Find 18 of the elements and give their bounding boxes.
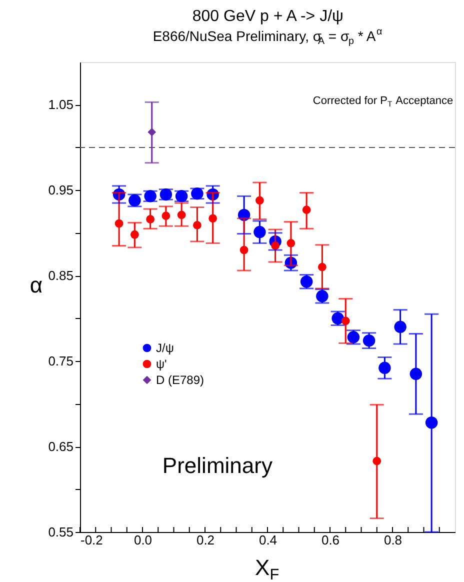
- annotation: Preliminary: [162, 453, 272, 478]
- legend-label: ψ': [156, 357, 167, 371]
- y-tick-label: 0.95: [48, 182, 74, 198]
- y-tick-label: 1.05: [48, 97, 74, 112]
- x-tick-label: 0.0: [134, 532, 152, 548]
- x-tick-label: 0.2: [196, 532, 215, 548]
- y-tick-label: 0.65: [48, 439, 74, 454]
- x-tick-label: 0.6: [321, 532, 340, 548]
- y-tick-label: 0.55: [48, 524, 74, 540]
- x-tick-label: 0.4: [258, 532, 278, 548]
- x-tick-label: 0.8: [384, 532, 402, 548]
- legend-label: J/ψ: [156, 341, 174, 355]
- y-tick-label: 0.75: [48, 354, 74, 369]
- y-tick-label: 0.85: [48, 268, 74, 284]
- legend-label: D (E789): [156, 373, 204, 387]
- x-tick-label: -0.2: [80, 532, 103, 548]
- chart-title: 800 GeV p + A -> J/ψ: [192, 8, 344, 25]
- y-axis-title: α: [30, 272, 43, 298]
